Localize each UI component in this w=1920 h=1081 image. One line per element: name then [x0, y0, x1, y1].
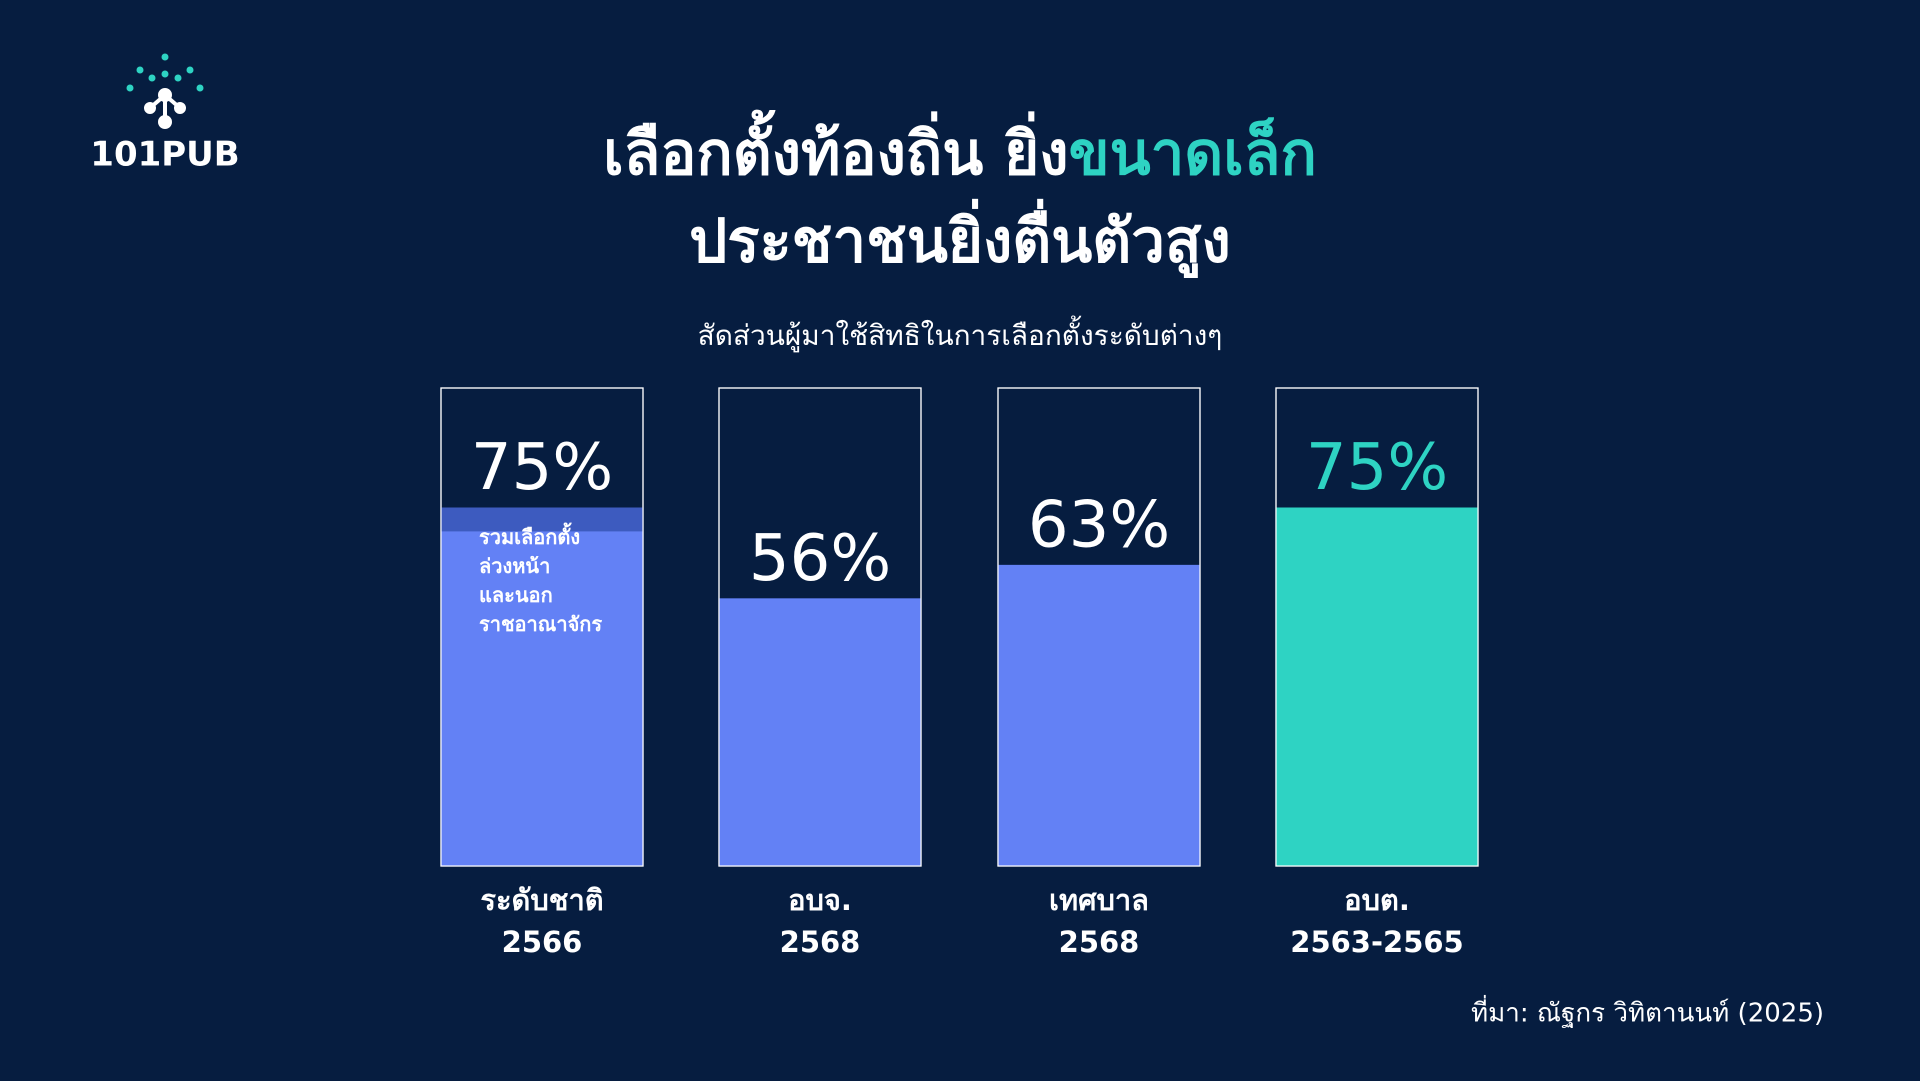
bar	[441, 507, 643, 866]
x-tick-label: อบจ. 2568	[779, 883, 861, 959]
logo-text: 101PUB	[90, 135, 239, 175]
value-label: 75%	[471, 431, 613, 505]
bar	[1276, 507, 1478, 866]
chart-title: เลือกตั้งท้องถิ่น ยิ่งขนาดเล็ก	[603, 109, 1317, 189]
bar-outline	[718, 387, 922, 867]
x-tick-label: ระดับชาติ 2566	[480, 883, 604, 959]
value-label: 75%	[1306, 431, 1448, 505]
title-part: เลือกตั้งท้องถิ่น ยิ่ง	[603, 109, 1068, 189]
chart-title: ประชาชนยิ่งตื่นตัวสูง	[689, 199, 1231, 279]
title-highlight: ขนาดเล็ก	[1069, 117, 1317, 189]
source: ที่มา: ณัฐกร วิทิตานนท์ (2025)	[1471, 995, 1824, 1029]
bar-segment	[441, 507, 643, 532]
logo-icon	[126, 53, 204, 129]
bar	[719, 598, 921, 866]
value-label: 63%	[1028, 488, 1170, 562]
x-tick-label: อบต. 2563-2565	[1290, 883, 1464, 959]
value-label: 56%	[749, 522, 891, 596]
x-tick-label: เทศบาล 2568	[1049, 883, 1149, 959]
annotation: รวมเลือกตั้ง ล่วงหน้า และนอก ราชอาณาจักร	[479, 525, 603, 637]
bar	[998, 564, 1200, 866]
bar-outline	[440, 387, 644, 867]
bar-outline	[997, 387, 1201, 867]
chart-subtitle: สัดส่วนผู้มาใช้สิทธิในการเลือกตั้งระดับต…	[698, 315, 1223, 353]
bar-outline	[1275, 387, 1479, 867]
